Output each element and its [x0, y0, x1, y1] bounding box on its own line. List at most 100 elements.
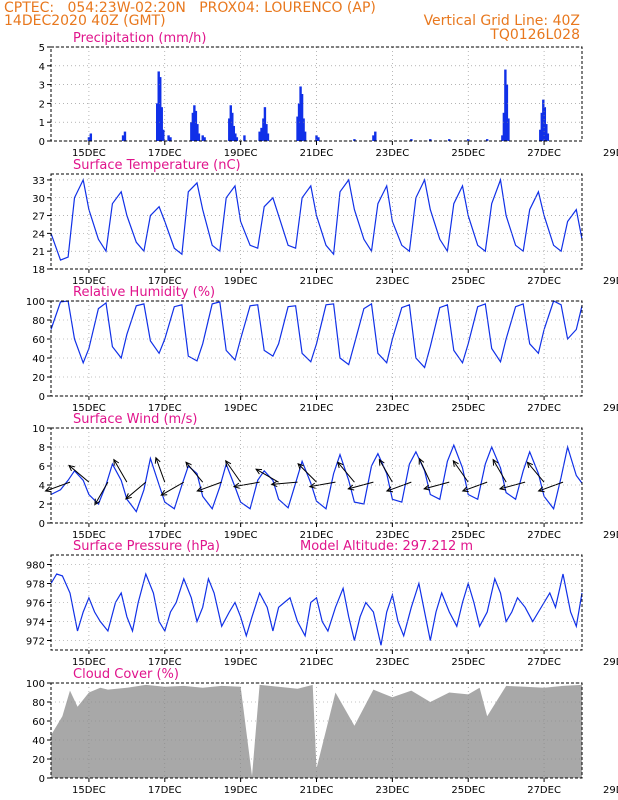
cloud-xtick-label: 27DEC — [527, 785, 561, 796]
cloud-title: Cloud Cover (%) — [73, 667, 179, 682]
precip-bar — [243, 135, 246, 141]
wind-arrowhead — [154, 456, 161, 464]
precip-xtick-label: 27DEC — [527, 148, 561, 159]
precip-ytick-label: 5 — [39, 43, 45, 54]
precip-bar — [505, 84, 509, 141]
pres-line — [50, 572, 583, 646]
precip-bar — [197, 133, 201, 141]
header-run-date: 14DEC2020 40Z (GMT) — [4, 13, 166, 29]
precip-bar — [159, 77, 162, 141]
precip-bar — [193, 105, 196, 141]
temp-xtick-label: 19DEC — [224, 276, 258, 287]
pres-xtick-label: 17DEC — [148, 657, 182, 668]
wind-arrow — [538, 481, 564, 492]
temp-xtick-label: 21DEC — [300, 276, 334, 287]
wind-arrowhead — [297, 462, 304, 470]
precip-bar — [542, 99, 545, 141]
wind-arrow — [68, 465, 90, 483]
wind-arrow — [94, 481, 109, 505]
pres-ytick-label: 976 — [26, 599, 45, 610]
precip-bar — [507, 118, 510, 141]
wind-arrow — [155, 457, 166, 483]
pres-panel: 972 974 976 978 980 15DEC 17DEC 19DEC 21DEC 23DEC… — [26, 539, 618, 668]
pres-xtick-label: 23DEC — [375, 657, 409, 668]
precip-bar — [229, 105, 232, 141]
precip-bar — [160, 107, 163, 141]
precip-bar — [258, 131, 261, 141]
cloud-xtick-label: 21DEC — [300, 785, 334, 796]
precip-xtick-label: 19DEC — [224, 148, 258, 159]
wind-arrowhead — [526, 461, 534, 469]
wind-arrowhead — [270, 480, 278, 488]
rh-xtick-label: 23DEC — [375, 403, 409, 414]
precip-bar — [467, 139, 470, 141]
wind-arrow — [418, 458, 431, 483]
wind-arrow — [499, 481, 526, 490]
precip-bar — [372, 135, 375, 141]
temp-ytick-label: 21 — [32, 247, 45, 258]
cloud-xtick-label: 17DEC — [148, 785, 182, 796]
wind-xtick-label: 29DEC — [603, 530, 618, 541]
rh-xtick-label: 17DEC — [148, 403, 182, 414]
wind-arrowhead — [225, 459, 232, 467]
precip-bar — [317, 137, 320, 141]
wind-panel: 0 2 4 6 8 10 15DEC 17DEC 19DEC 21DEC 23DEC 25DEC 27D… — [32, 412, 618, 541]
wind-arrowhead — [255, 468, 263, 475]
pres-xtick-label: 25DEC — [451, 657, 485, 668]
header-grid-line: Vertical Grid Line: 40Z — [423, 13, 580, 29]
pres-xtick-label: 21DEC — [300, 657, 334, 668]
precip-bar — [546, 133, 550, 141]
precip-ytick-label: 4 — [39, 62, 45, 73]
wind-arrowhead — [537, 486, 545, 493]
wind-arrowhead — [461, 486, 469, 493]
rh-xtick-label: 25DEC — [451, 403, 485, 414]
precip-bar — [545, 124, 548, 141]
cloud-area — [51, 684, 582, 778]
precip-ytick-label: 3 — [39, 81, 45, 92]
precip-bar — [89, 133, 93, 141]
precip-panel: 0 1 2 3 4 5 15DEC 17DEC 19DEC 21DEC 23DEC 25DEC 27DE… — [39, 31, 618, 159]
wind-ytick-label: 8 — [39, 443, 45, 454]
precip-bar — [353, 139, 356, 141]
wind-arrow — [386, 481, 412, 492]
precip-bar — [121, 135, 125, 141]
wind-ytick-label: 2 — [39, 500, 45, 511]
cloud-xtick-label: 25DEC — [451, 785, 485, 796]
temp-xtick-label: 15DEC — [72, 276, 106, 287]
precip-xtick-label: 23DEC — [375, 148, 409, 159]
wind-arrowhead — [44, 486, 52, 493]
cloud-panel: 0 20 40 60 80 100 15DEC 17DEC 19DEC 21DEC 23DEC 25D… — [26, 667, 618, 796]
wind-arrow — [255, 468, 279, 483]
precip-bar — [235, 137, 239, 141]
wind-arrow — [113, 459, 128, 483]
rh-xtick-label: 19DEC — [224, 403, 258, 414]
temp-xtick-label: 17DEC — [148, 276, 182, 287]
precip-bar — [300, 94, 304, 141]
temp-xtick-label: 29DEC — [603, 276, 618, 287]
pres-xtick-label: 27DEC — [527, 657, 561, 668]
pres-annotation: Model Altitude: 297.212 m — [300, 539, 473, 554]
wind-arrow — [462, 481, 488, 492]
precip-bar — [539, 129, 542, 141]
wind-arrowhead — [418, 457, 425, 465]
wind-arrow — [185, 461, 204, 483]
precip-ytick-label: 0 — [39, 137, 45, 148]
wind-arrow — [424, 481, 450, 490]
wind-arrow — [337, 461, 355, 483]
wind-line — [50, 443, 583, 513]
precip-title: Precipitation (mm/h) — [73, 31, 206, 46]
cloud-ytick-label: 80 — [32, 698, 45, 709]
temp-ytick-label: 27 — [32, 212, 45, 223]
pres-xtick-label: 15DEC — [72, 657, 106, 668]
precip-bar — [156, 103, 159, 141]
precip-xtick-label: 25DEC — [451, 148, 485, 159]
temp-xtick-label: 25DEC — [451, 276, 485, 287]
precip-bar — [303, 131, 307, 141]
wind-arrowhead — [160, 489, 168, 496]
precip-ytick-label: 1 — [39, 118, 45, 129]
precip-bar — [167, 135, 170, 141]
pres-title: Surface Pressure (hPa) — [73, 539, 220, 554]
wind-arrowhead — [492, 458, 499, 466]
temp-xtick-label: 27DEC — [527, 276, 561, 287]
wind-arrowhead — [232, 482, 240, 489]
